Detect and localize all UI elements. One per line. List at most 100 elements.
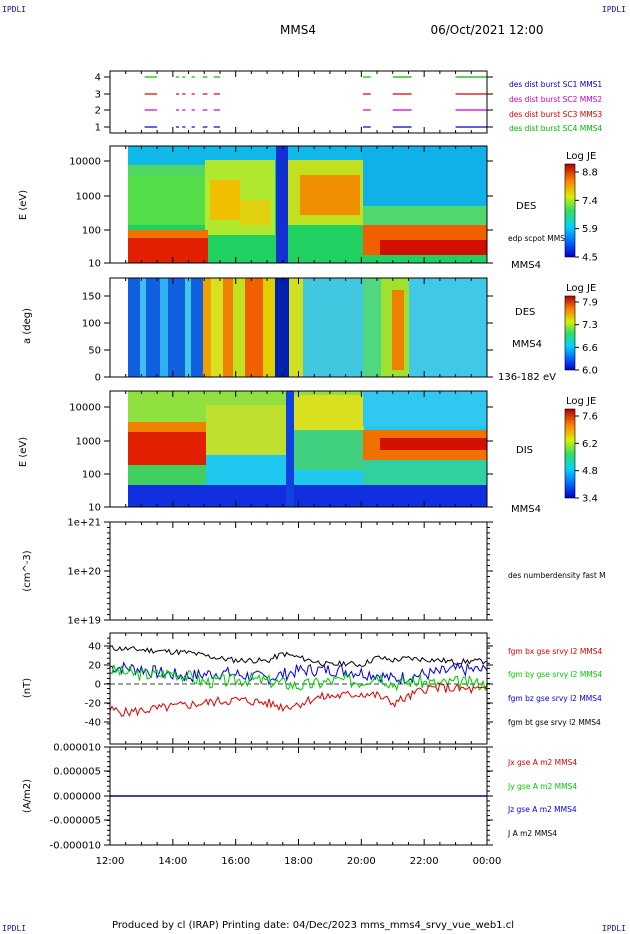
panel-density-frame xyxy=(109,521,488,621)
dis-energy-species: DIS xyxy=(516,445,533,456)
des-energy-colorbar xyxy=(564,163,576,258)
y-tick-label: 1 xyxy=(95,123,101,134)
bfield-line-2 xyxy=(110,661,487,686)
colorbar-tick-label: 7.3 xyxy=(582,320,598,331)
legend-by: fgm by gse srvy l2 MMS4 xyxy=(508,670,603,679)
des-energy-right-label-1: edp scpot MMS4 xyxy=(508,234,570,243)
bfield-line-3 xyxy=(110,644,487,668)
colorbar-tick-label: 7.6 xyxy=(582,412,598,423)
y-tick-label: -40 xyxy=(85,718,101,729)
panel-pitch-angle-ticks: 0 50 100 150 xyxy=(82,292,493,384)
y-tick-label: -20 xyxy=(85,699,101,710)
y-tick-label: 2 xyxy=(95,106,101,117)
density-ylabel: (cm^-3) xyxy=(22,550,33,591)
y-tick-label: -0.000005 xyxy=(50,816,101,827)
des-energy-cbar-title: Log JE xyxy=(566,151,596,162)
y-tick-label: 4 xyxy=(95,73,101,84)
bfield-line-1 xyxy=(110,664,487,692)
des-energy-ylabel: E (eV) xyxy=(18,190,29,220)
y-tick-label: 100 xyxy=(82,319,101,330)
legend-j: J A m2 MMS4 xyxy=(507,829,557,838)
y-tick-label: 150 xyxy=(82,292,101,303)
bfield-line-0 xyxy=(110,682,487,717)
colorbar-tick-label: 5.9 xyxy=(582,224,598,235)
footer-text: Produced by cl (IRAP) Printing date: 04/… xyxy=(112,920,514,931)
y-tick-label: 0 xyxy=(95,373,101,384)
panel-burst-frame xyxy=(109,70,488,134)
y-tick-label: 1e+20 xyxy=(67,567,101,578)
des-energy-species: DES xyxy=(516,201,536,212)
panel-burst-segments xyxy=(144,76,487,128)
colorbar-tick-label: 8.8 xyxy=(582,168,598,179)
x-tick-label: 14:00 xyxy=(158,856,187,867)
pitch-angle-colorbar-ticks: 7.9 7.3 6.6 6.0 xyxy=(575,298,598,377)
y-tick-label: 0.000000 xyxy=(53,792,101,803)
legend-bx: fgm bx gse srvy l2 MMS4 xyxy=(508,647,603,656)
x-tick-label: 16:00 xyxy=(221,856,250,867)
panel-burst: 1 2 3 4 des dist burst SC1 MMS1 des dist bu… xyxy=(95,70,602,134)
corner-label-br: IPDLI xyxy=(601,924,626,933)
spacecraft-title: MMS4 xyxy=(280,23,316,37)
y-tick-label: 10 xyxy=(88,503,101,514)
dis-energy-colorbar xyxy=(564,408,576,499)
y-tick-label: 50 xyxy=(88,346,101,357)
panel-current-density: 0.000010 0.000005 0.000000 -0.000005 -0.0000… xyxy=(22,743,577,852)
y-tick-label: 100 xyxy=(82,226,101,237)
y-tick-label: 0 xyxy=(95,680,101,691)
x-tick-label: 22:00 xyxy=(410,856,439,867)
des-energy-colorbar-ticks: 8.8 7.4 5.9 4.5 xyxy=(575,168,598,264)
colorbar-tick-label: 7.9 xyxy=(582,298,598,309)
corner-label-tl: IPDLI xyxy=(2,5,27,14)
panel-magnetic-field-ticks: 40 20 0 -20 -40 xyxy=(85,637,493,740)
legend-jx: Jx gse A m2 MMS4 xyxy=(507,758,577,767)
x-tick-label: 12:00 xyxy=(96,856,125,867)
legend-mms4: des dist burst SC4 MMS4 xyxy=(509,124,602,133)
pitch-angle-right-label-2: 136-182 eV xyxy=(498,372,556,383)
legend-bt: fgm bt gse srvy l2 MMS4 xyxy=(508,718,601,727)
legend-mms3: des dist burst SC3 MMS3 xyxy=(509,110,602,119)
colorbar-tick-label: 7.4 xyxy=(582,196,598,207)
legend-jy: Jy gse A m2 MMS4 xyxy=(507,782,577,791)
x-tick-label: 00:00 xyxy=(473,856,502,867)
panel-density: 1e+19 1e+20 1e+21 (cm^-3) des numberdensit… xyxy=(22,518,606,627)
panel-current-density-ticks: 0.000010 0.000005 0.000000 -0.000005 -0.0000… xyxy=(50,743,493,852)
panel-pitch-angle: 0 50 100 150 a (deg) DES MMS4 136-182 eV Lo… xyxy=(22,277,598,384)
dis-energy-cbar-title: Log JE xyxy=(566,396,596,407)
dis-energy-right-label: MMS4 xyxy=(511,504,541,515)
y-tick-label: 1000 xyxy=(76,437,101,448)
datetime-title: 06/Oct/2021 12:00 xyxy=(430,23,543,37)
bfield-series xyxy=(110,644,487,717)
panel-density-ticks: 1e+19 1e+20 1e+21 xyxy=(67,518,493,627)
y-tick-label: 1e+21 xyxy=(67,518,101,529)
pitch-angle-right-label-1: MMS4 xyxy=(512,339,542,350)
y-tick-label: 1000 xyxy=(76,192,101,203)
y-tick-label: 10000 xyxy=(69,157,101,168)
panel-magnetic-field: 40 20 0 -20 -40 (nT) fgm bx gse srvy l2 MMS4… xyxy=(22,632,603,745)
colorbar-tick-label: 6.6 xyxy=(582,343,598,354)
panel-dis-energy-ticks: 10 100 1000 10000 xyxy=(69,403,493,514)
dis-energy-ylabel: E (eV) xyxy=(18,437,29,467)
dis-energy-spectrogram xyxy=(110,391,487,507)
colorbar-tick-label: 3.4 xyxy=(582,494,598,505)
pitch-angle-cbar-title: Log JE xyxy=(566,283,596,294)
panel-dis-energy: 10 100 1000 10000 E (eV) DIS MMS4 Log JE 7.… xyxy=(18,390,598,515)
current-ylabel: (A/m2) xyxy=(22,779,33,813)
y-tick-label: 0.000005 xyxy=(53,767,101,778)
legend-mms1: des dist burst SC1 MMS1 xyxy=(509,80,602,89)
colorbar-tick-label: 6.2 xyxy=(582,439,598,450)
panel-des-energy: 10 100 1000 10000 E (eV) DES edp scpot MMS4… xyxy=(18,145,598,271)
dis-energy-colorbar-ticks: 7.6 6.2 4.8 3.4 xyxy=(575,412,598,505)
x-tick-label: 20:00 xyxy=(347,856,376,867)
legend-mms2: des dist burst SC2 MMS2 xyxy=(509,95,602,104)
legend-jz: Jz gse A m2 MMS4 xyxy=(507,805,577,814)
pitch-angle-ylabel: a (deg) xyxy=(22,308,33,344)
colorbar-tick-label: 4.8 xyxy=(582,466,598,477)
panel-burst-ticks: 1 2 3 4 xyxy=(95,73,493,134)
y-tick-label: 40 xyxy=(88,642,101,653)
pitch-angle-spectrogram xyxy=(110,278,487,377)
colorbar-tick-label: 6.0 xyxy=(582,366,598,377)
panel-des-energy-ticks: 10 100 1000 10000 xyxy=(69,157,493,270)
y-tick-label: -0.000010 xyxy=(50,841,101,852)
y-tick-label: 1e+19 xyxy=(67,616,101,627)
